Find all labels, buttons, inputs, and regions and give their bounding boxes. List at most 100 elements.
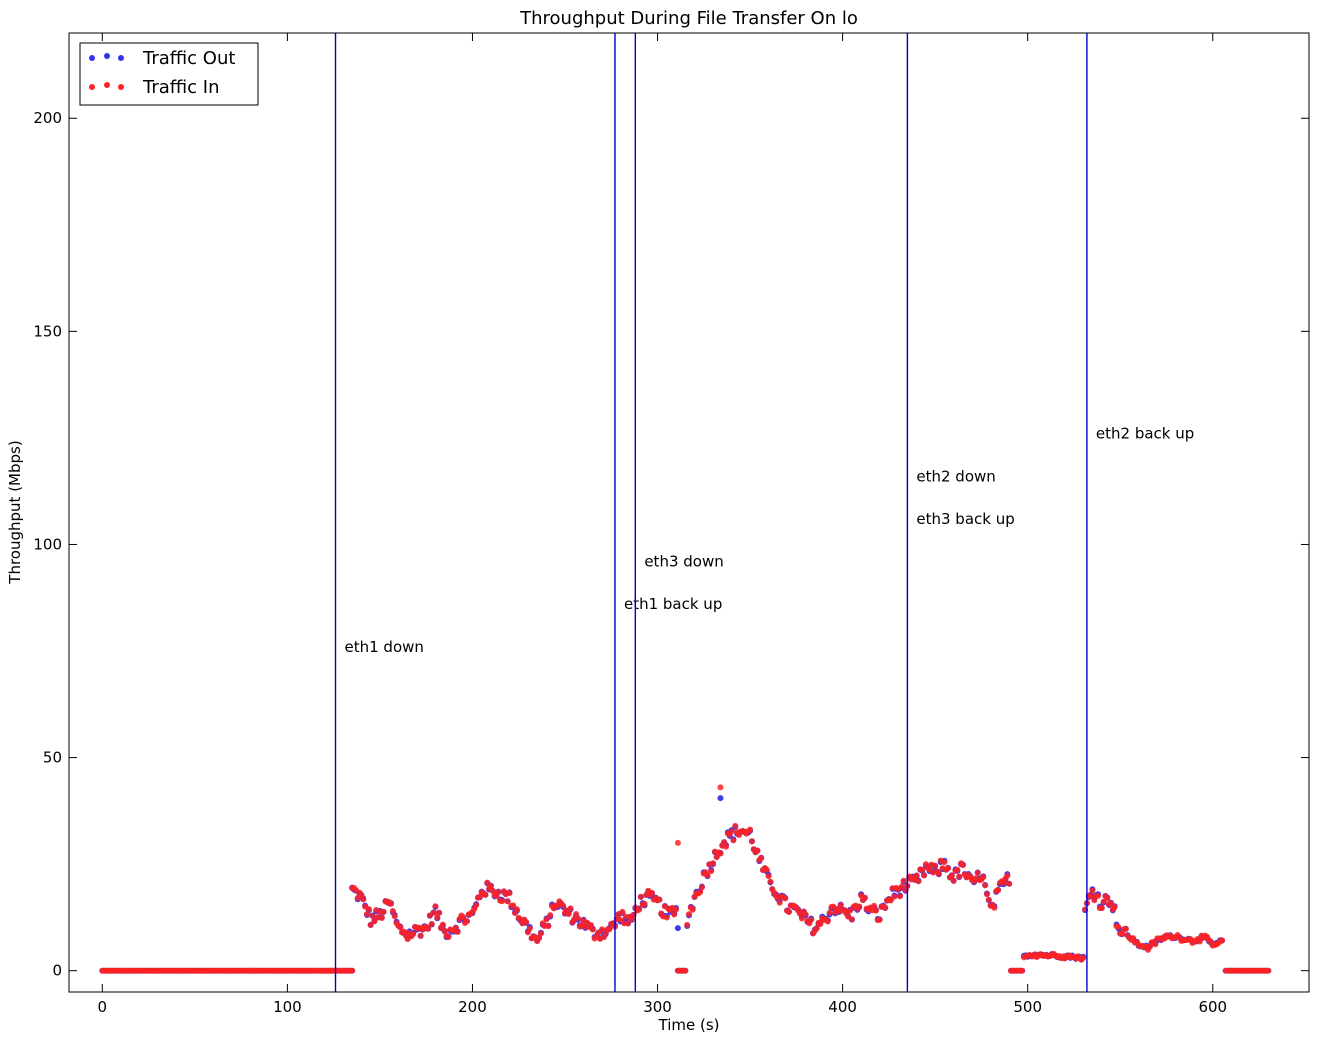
traffic-in-point [547, 912, 554, 919]
traffic-in-point [1104, 895, 1111, 902]
traffic-in-point [948, 872, 955, 879]
chart-title: Throughput During File Transfer On lo [519, 8, 858, 29]
traffic-in-point [560, 902, 567, 909]
traffic-in-point [673, 906, 680, 913]
traffic-in-point [782, 895, 789, 902]
traffic-in-point [506, 890, 513, 897]
legend-marker [104, 53, 110, 59]
traffic-in-point [900, 877, 907, 884]
traffic-in-point [824, 918, 831, 925]
legend-marker [118, 55, 124, 61]
traffic-in-point [636, 906, 643, 913]
traffic-in-point [887, 897, 894, 904]
traffic-in-point [367, 921, 374, 928]
traffic-in-point [523, 919, 530, 926]
traffic-in-point [991, 904, 998, 911]
traffic-in-point [380, 908, 387, 915]
traffic-in-point [441, 927, 448, 934]
traffic-in-point [802, 911, 809, 918]
traffic-in-point [808, 916, 815, 923]
traffic-in-point [587, 922, 594, 929]
traffic-in-point [410, 930, 417, 937]
y-tick-label: 150 [33, 322, 62, 340]
traffic-in-point [1219, 937, 1226, 944]
traffic-in-point [389, 908, 396, 915]
traffic-in-point [921, 872, 928, 879]
traffic-in-point [765, 873, 772, 880]
traffic-in-point [689, 906, 696, 913]
traffic-in-point [717, 784, 724, 791]
traffic-in-point [567, 905, 574, 912]
traffic-in-point [606, 926, 613, 933]
traffic-in-point [698, 884, 705, 891]
legend-marker [104, 82, 110, 88]
traffic-in-point [913, 872, 920, 879]
traffic-in-point [847, 907, 854, 914]
traffic-in-point [935, 870, 942, 877]
traffic-in-point [872, 907, 879, 914]
traffic-in-point [641, 900, 648, 907]
traffic-in-point [360, 896, 367, 903]
traffic-in-point [682, 967, 689, 974]
traffic-in-point [365, 906, 372, 913]
traffic-in-point [704, 872, 711, 879]
traffic-in-point [710, 860, 717, 867]
traffic-in-point [428, 920, 435, 927]
x-axis-label: Time (s) [658, 1016, 720, 1034]
x-tick-label: 0 [98, 998, 108, 1016]
traffic-in-point [510, 902, 517, 909]
traffic-in-point [545, 923, 552, 930]
x-tick-label: 300 [643, 998, 672, 1016]
traffic-in-point [956, 873, 963, 880]
traffic-in-point [674, 839, 681, 846]
traffic-in-point [599, 926, 606, 933]
event-label: eth3 down [644, 553, 723, 571]
traffic-in-point [363, 911, 370, 918]
legend-marker [89, 55, 95, 61]
traffic-in-point [1146, 943, 1153, 950]
traffic-in-point [1087, 893, 1094, 900]
traffic-in-point [763, 866, 770, 873]
traffic-in-point [1107, 900, 1114, 907]
traffic-in-point [871, 902, 878, 909]
traffic-in-point [954, 866, 961, 873]
traffic-in-point [896, 893, 903, 900]
traffic-in-point [813, 925, 820, 932]
x-tick-label: 100 [273, 998, 302, 1016]
traffic-in-point [648, 889, 655, 896]
traffic-in-point [974, 869, 981, 876]
traffic-in-point [754, 847, 761, 854]
traffic-in-point [708, 868, 715, 875]
traffic-in-point [985, 896, 992, 903]
traffic-in-point [543, 916, 550, 923]
traffic-in-point [460, 914, 467, 921]
traffic-in-point [684, 921, 691, 928]
traffic-in-point [983, 891, 990, 898]
traffic-in-point [371, 918, 378, 925]
traffic-in-point [454, 928, 461, 935]
traffic-in-point [537, 930, 544, 937]
traffic-in-point [637, 893, 644, 900]
traffic-out-point [717, 795, 724, 802]
traffic-in-point [941, 859, 948, 866]
y-axis-label: Throughput (Mbps) [6, 440, 24, 584]
traffic-in-point [732, 822, 739, 829]
traffic-in-point [723, 843, 730, 850]
traffic-in-point [767, 878, 774, 885]
traffic-in-point [671, 911, 678, 918]
traffic-in-point [817, 921, 824, 928]
traffic-in-point [826, 909, 833, 916]
traffic-in-point [1152, 941, 1159, 948]
traffic-in-point [417, 932, 424, 939]
traffic-in-point [1115, 923, 1122, 930]
traffic-in-point [898, 883, 905, 890]
traffic-in-point [959, 862, 966, 869]
traffic-in-point [499, 898, 506, 905]
x-tick-label: 600 [1198, 998, 1227, 1016]
traffic-in-point [656, 896, 663, 903]
traffic-in-point [484, 879, 491, 886]
traffic-in-point [487, 883, 494, 890]
traffic-in-point [430, 909, 437, 916]
